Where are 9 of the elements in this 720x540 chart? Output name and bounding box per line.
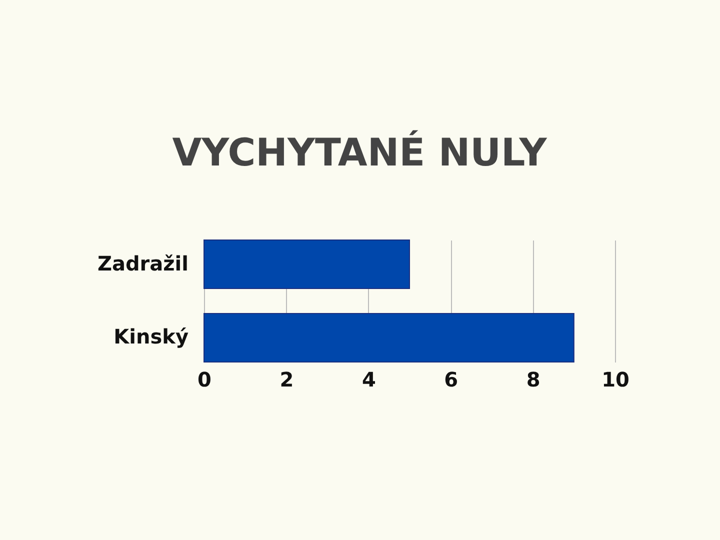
- x-tick-label: 4: [362, 368, 376, 392]
- y-tick-label: Zadražil: [97, 251, 188, 276]
- x-tick-label: 0: [198, 368, 212, 392]
- x-tick-label: 8: [526, 368, 540, 392]
- x-tick-label: 6: [444, 368, 458, 392]
- y-tick-label: Kinský: [114, 324, 188, 349]
- chart-title: VYCHYTANÉ NULY: [172, 130, 548, 174]
- x-tick-label: 10: [602, 368, 630, 392]
- x-tick-label: 2: [280, 368, 294, 392]
